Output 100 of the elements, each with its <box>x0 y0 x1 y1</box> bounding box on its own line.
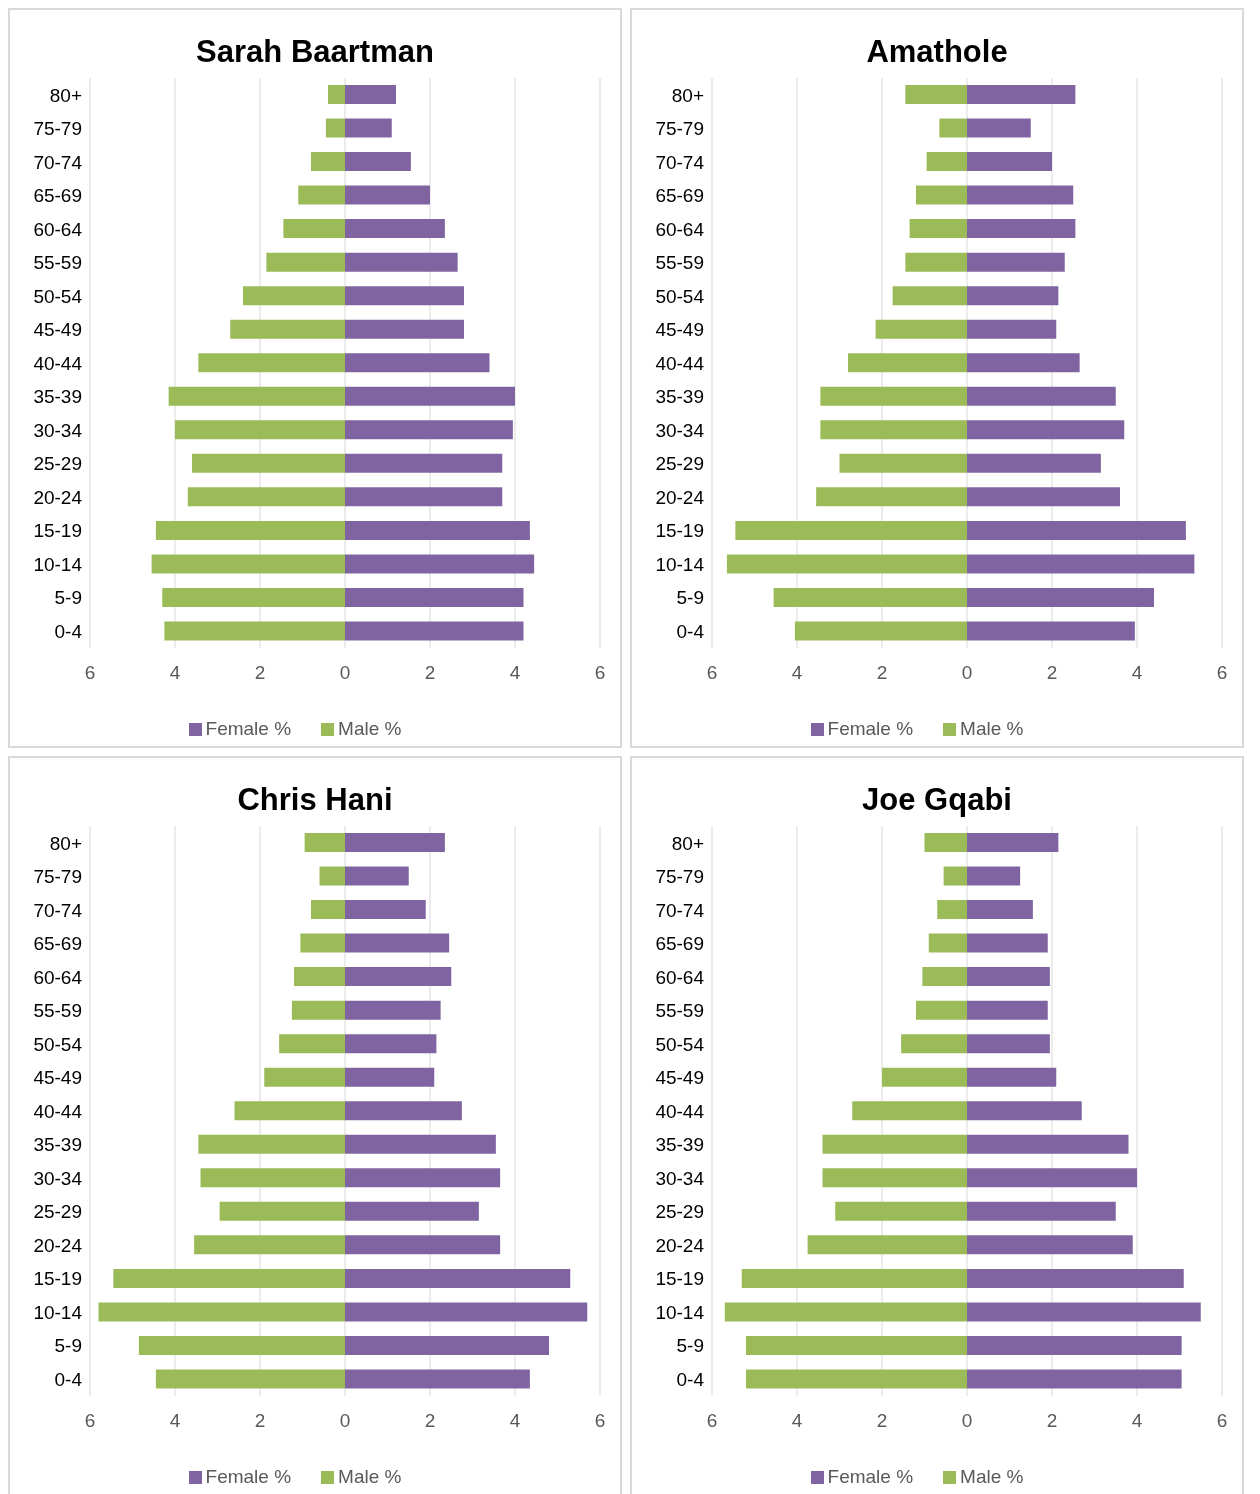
bar <box>345 621 524 641</box>
x-tick-label: 0 <box>339 662 351 684</box>
bar <box>928 933 967 953</box>
bar <box>328 85 345 104</box>
bar <box>155 1369 345 1389</box>
bar <box>967 286 1059 306</box>
chart-title: Joe Gqabi <box>861 782 1013 818</box>
y-tick-label: 10-14 <box>655 553 705 575</box>
y-tick-label: 15-19 <box>33 520 82 542</box>
bar <box>300 933 345 953</box>
bar <box>345 453 503 473</box>
x-tick-label: 6 <box>706 1410 718 1432</box>
legend-label: Female % <box>827 718 914 739</box>
bar <box>967 1302 1201 1322</box>
bar <box>967 587 1154 607</box>
bar <box>345 1268 571 1288</box>
x-tick-label: 2 <box>424 662 436 684</box>
y-tick-label: 70-74 <box>655 151 705 173</box>
x-tick-label: 4 <box>509 1410 521 1432</box>
bar <box>967 219 1076 239</box>
bar <box>926 152 967 172</box>
bar <box>345 185 430 205</box>
bar <box>967 319 1057 339</box>
y-tick-label: 75-79 <box>655 866 704 888</box>
legend-label: Male % <box>960 1466 1024 1487</box>
y-tick-label: 45-49 <box>33 1067 82 1089</box>
y-tick-label: 20-24 <box>655 486 705 508</box>
bar <box>807 1235 967 1255</box>
bar <box>345 1034 437 1054</box>
bar <box>967 152 1052 172</box>
x-tick-label: 2 <box>1046 662 1058 684</box>
bar <box>967 1235 1133 1255</box>
x-tick-label: 6 <box>706 662 718 684</box>
bar <box>852 1101 967 1121</box>
bar <box>164 621 345 641</box>
bar <box>345 520 530 540</box>
y-tick-label: 5-9 <box>676 587 704 609</box>
bar <box>967 1134 1129 1154</box>
bar <box>279 1034 345 1054</box>
bar <box>905 252 967 272</box>
y-tick-label: 5-9 <box>54 1335 82 1357</box>
y-tick-label: 0-4 <box>676 620 705 642</box>
y-tick-label: 10-14 <box>655 1301 705 1323</box>
bar <box>892 286 967 306</box>
bar <box>345 353 490 373</box>
bar <box>345 286 464 306</box>
bar <box>291 1000 345 1020</box>
y-tick-label: 80+ <box>49 832 82 854</box>
bar <box>345 933 450 953</box>
chart-title: Chris Hani <box>236 782 394 818</box>
y-tick-label: 60-64 <box>655 218 705 240</box>
bar <box>345 1302 588 1322</box>
x-tick-label: 4 <box>1131 662 1143 684</box>
bar <box>967 933 1048 953</box>
bar <box>187 487 345 507</box>
x-tick-label: 2 <box>254 1410 266 1432</box>
bar <box>219 1201 345 1221</box>
bar <box>967 554 1195 574</box>
y-tick-label: 55-59 <box>655 1000 704 1022</box>
bar <box>726 554 967 574</box>
bar <box>198 1134 345 1154</box>
y-tick-label: 75-79 <box>33 118 82 140</box>
bar <box>345 152 411 172</box>
bar <box>967 85 1076 104</box>
y-tick-label: 20-24 <box>655 1234 705 1256</box>
bar <box>967 118 1031 138</box>
bar <box>311 152 345 172</box>
bar <box>794 621 967 641</box>
x-tick-label: 0 <box>961 1410 973 1432</box>
y-tick-label: 0-4 <box>676 1368 705 1390</box>
y-tick-label: 65-69 <box>33 185 82 207</box>
bar <box>294 967 345 987</box>
bar <box>345 833 445 852</box>
y-tick-label: 15-19 <box>33 1268 82 1290</box>
bar <box>345 420 513 440</box>
legend-label: Male % <box>960 718 1024 739</box>
bar <box>967 1201 1116 1221</box>
bar <box>345 1000 441 1020</box>
y-tick-label: 30-34 <box>33 419 83 441</box>
legend-label: Male % <box>338 1466 402 1487</box>
y-tick-label: 30-34 <box>655 419 705 441</box>
y-tick-label: 80+ <box>671 832 704 854</box>
y-tick-label: 25-29 <box>655 453 704 475</box>
bar <box>175 420 345 440</box>
bar <box>820 386 967 406</box>
bar <box>967 1268 1184 1288</box>
legend-label: Male % <box>338 718 402 739</box>
bar <box>155 520 345 540</box>
y-tick-label: 80+ <box>671 84 704 106</box>
bar <box>905 85 967 104</box>
bar <box>967 621 1135 641</box>
y-tick-label: 0-4 <box>54 1368 83 1390</box>
bar <box>967 866 1021 886</box>
y-tick-label: 70-74 <box>33 151 83 173</box>
bar <box>345 1235 501 1255</box>
y-tick-label: 40-44 <box>655 1100 705 1122</box>
x-tick-label: 2 <box>876 662 888 684</box>
bar <box>924 833 967 852</box>
x-tick-label: 2 <box>254 662 266 684</box>
bar <box>345 386 515 406</box>
